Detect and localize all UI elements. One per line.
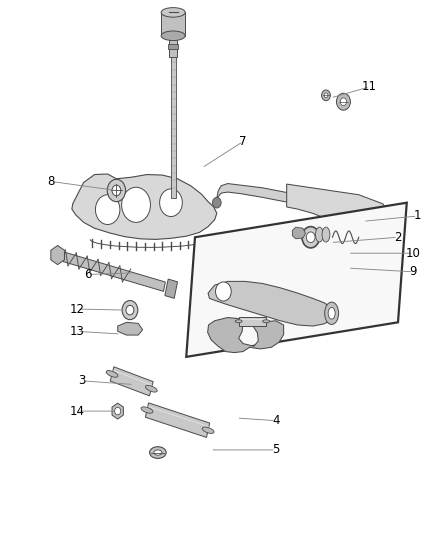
Polygon shape xyxy=(208,281,337,326)
Text: 4: 4 xyxy=(272,414,279,427)
Text: 9: 9 xyxy=(410,265,417,278)
Ellipse shape xyxy=(328,308,335,319)
Text: 1: 1 xyxy=(414,209,421,222)
Circle shape xyxy=(122,187,150,222)
Circle shape xyxy=(215,282,231,301)
Polygon shape xyxy=(169,36,177,57)
Polygon shape xyxy=(186,203,407,357)
Circle shape xyxy=(212,197,221,208)
Polygon shape xyxy=(110,367,153,396)
Polygon shape xyxy=(63,252,166,292)
Polygon shape xyxy=(118,322,143,335)
Polygon shape xyxy=(108,189,125,197)
Ellipse shape xyxy=(161,7,185,17)
Text: 2: 2 xyxy=(394,231,402,244)
Text: 14: 14 xyxy=(70,405,85,417)
Polygon shape xyxy=(168,44,178,49)
Ellipse shape xyxy=(106,370,118,377)
Circle shape xyxy=(95,195,120,224)
Circle shape xyxy=(122,301,138,320)
Text: 5: 5 xyxy=(272,443,279,456)
Polygon shape xyxy=(208,318,284,353)
Ellipse shape xyxy=(145,385,157,392)
Text: 11: 11 xyxy=(362,80,377,93)
Polygon shape xyxy=(217,183,359,209)
Polygon shape xyxy=(292,227,305,239)
Text: 3: 3 xyxy=(78,374,85,387)
Ellipse shape xyxy=(263,320,270,323)
Ellipse shape xyxy=(315,227,323,242)
Polygon shape xyxy=(239,317,266,326)
Polygon shape xyxy=(112,403,124,419)
Polygon shape xyxy=(72,174,217,239)
Circle shape xyxy=(324,93,328,98)
Ellipse shape xyxy=(325,302,339,325)
Circle shape xyxy=(112,185,121,196)
Circle shape xyxy=(302,227,319,248)
Polygon shape xyxy=(145,403,210,438)
Text: 8: 8 xyxy=(47,175,55,188)
Polygon shape xyxy=(165,279,177,298)
Text: 10: 10 xyxy=(406,247,421,260)
Circle shape xyxy=(364,211,375,224)
Circle shape xyxy=(115,407,121,415)
Text: 12: 12 xyxy=(70,303,85,316)
Circle shape xyxy=(336,93,350,110)
Text: 6: 6 xyxy=(84,268,92,281)
Ellipse shape xyxy=(235,320,242,323)
Circle shape xyxy=(107,179,126,201)
Circle shape xyxy=(306,232,315,243)
Polygon shape xyxy=(287,184,389,233)
Circle shape xyxy=(126,305,134,315)
Text: 7: 7 xyxy=(239,135,247,148)
Ellipse shape xyxy=(141,407,153,413)
Text: 13: 13 xyxy=(70,325,85,338)
Polygon shape xyxy=(171,57,176,198)
Circle shape xyxy=(340,98,346,106)
Circle shape xyxy=(321,90,330,101)
Ellipse shape xyxy=(154,450,162,455)
Ellipse shape xyxy=(161,31,185,41)
Polygon shape xyxy=(161,12,185,36)
Ellipse shape xyxy=(202,427,214,433)
Polygon shape xyxy=(51,246,64,264)
Ellipse shape xyxy=(322,227,330,242)
Ellipse shape xyxy=(150,447,166,458)
Circle shape xyxy=(159,189,182,216)
